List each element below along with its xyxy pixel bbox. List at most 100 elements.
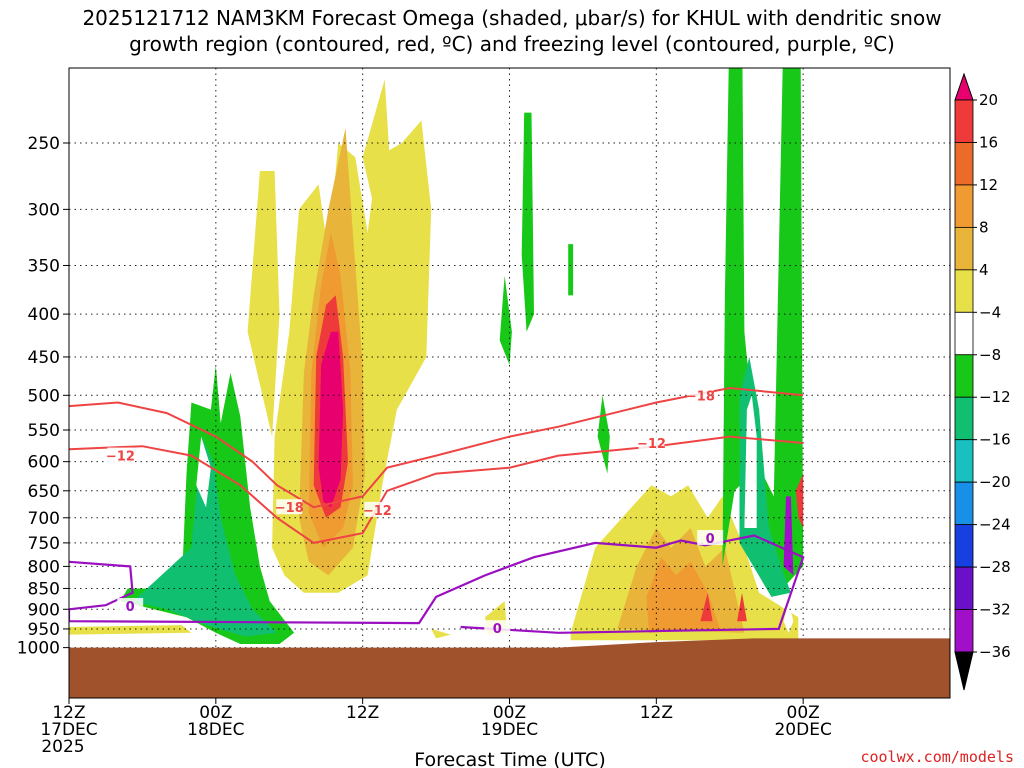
y-tick-label: 900 (28, 600, 60, 620)
colorbar-segment (954, 269, 974, 313)
y-tick-label: 450 (28, 348, 60, 368)
x-tick-label: 19DEC (481, 720, 538, 740)
colorbar-segment (954, 354, 974, 398)
omega-region-yellow (69, 625, 192, 635)
colorbar-tick-label: −20 (979, 473, 1011, 491)
omega-region-green (521, 112, 534, 332)
y-axis: 2503003504004505005506006507007508008509… (17, 134, 69, 659)
x-tick-label: 2025 (41, 737, 84, 757)
colorbar-tick-label: −16 (979, 431, 1011, 449)
colorbar-segment (954, 311, 974, 356)
contour-label: −12 (637, 437, 666, 452)
colorbar-max-triangle (954, 72, 974, 101)
y-tick-label: 850 (28, 579, 60, 599)
colorbar-tick-label: 4 (979, 261, 989, 279)
y-tick-label: 700 (28, 509, 60, 529)
colorbar-segment (954, 566, 974, 610)
omega-region-magenta (318, 331, 344, 508)
omega-region-red (795, 473, 804, 528)
y-tick-label: 800 (28, 557, 60, 577)
colorbar-segment (954, 142, 974, 186)
x-tick-label: 12Z (640, 703, 673, 723)
omega-region-yellow (431, 628, 451, 639)
x-tick-label: 00Z (493, 703, 526, 723)
contour-label-bg (364, 501, 391, 517)
colorbar-segment (954, 226, 974, 271)
contour-label: −12 (106, 450, 135, 465)
omega-region-green (499, 275, 512, 365)
contour-label-bg (638, 434, 665, 450)
y-tick-label: 500 (28, 386, 60, 406)
y-tick-label: 550 (28, 421, 60, 441)
colorbar-segment (954, 396, 974, 441)
contour-label-bg (107, 447, 134, 463)
x-tick-label: 20DEC (774, 720, 831, 740)
contour-label: −12 (363, 504, 392, 519)
colorbar-tick-label: −4 (979, 303, 1001, 321)
colorbar-segment (954, 439, 974, 483)
colorbar: 20 16 12 8 4 −4 −8 −12 −16 −20 −24 −28 −32 −36 (954, 72, 1011, 691)
y-tick-label: 250 (28, 134, 60, 154)
y-tick-label: 950 (28, 620, 60, 640)
x-tick-label: 12Z (52, 703, 85, 723)
contour-label-bg (484, 620, 511, 636)
colorbar-tick-label: −32 (979, 601, 1011, 619)
colorbar-tick-label: −24 (979, 516, 1011, 534)
colorbar-tick-label: −12 (979, 388, 1011, 406)
colorbar-tick-label: −36 (979, 643, 1011, 661)
colorbar-segment (954, 609, 974, 653)
contour-label: −18 (275, 501, 304, 516)
y-tick-label: 400 (28, 305, 60, 325)
omega-region-green (568, 244, 574, 296)
colorbar-tick-label: −8 (979, 346, 1001, 364)
chart-title-line1: 2025121712 NAM3KM Forecast Omega (shaded… (82, 6, 941, 30)
x-tick-label: 18DEC (187, 720, 244, 740)
colorbar-segment (954, 184, 974, 228)
contour-label-bg (697, 530, 724, 546)
contour-label: 0 (493, 622, 502, 637)
omega-region-teal (132, 436, 277, 637)
y-tick-label: 350 (28, 256, 60, 276)
y-tick-label: 650 (28, 482, 60, 502)
omega-region-yellow (362, 79, 390, 233)
y-tick-label: 1000 (17, 639, 60, 659)
dgz-contour-line (69, 386, 804, 509)
y-tick-label: 600 (28, 453, 60, 473)
colorbar-tick-label: 12 (979, 176, 998, 194)
omega-region-purple (783, 496, 794, 576)
contour-label-bg (687, 387, 714, 403)
colorbar-segment (954, 99, 974, 143)
colorbar-min-triangle (954, 651, 974, 691)
freezing-level-contour-line (69, 534, 805, 634)
contour-label: −18 (686, 389, 715, 404)
colorbar-segment (954, 524, 974, 568)
colorbar-tick-label: −28 (979, 558, 1011, 576)
terrain-surface (69, 638, 950, 698)
chart-title-line2: growth region (contoured, red, ºC) and f… (129, 32, 895, 56)
omega-region-navy (746, 436, 755, 513)
omega-region-violet (783, 601, 794, 633)
x-tick-label: 17DEC (40, 720, 97, 740)
x-tick-label: 12Z (346, 703, 379, 723)
omega-region-yellow (247, 171, 280, 437)
contour-layer: −12 −18 −12 −12 −18 0 0 0 (69, 386, 805, 637)
x-tick-label: 00Z (787, 703, 820, 723)
x-tick-label: 00Z (199, 703, 232, 723)
colorbar-segment (954, 481, 974, 526)
contour-label: 0 (126, 600, 135, 615)
contour-label-bg (276, 499, 303, 515)
x-axis-label: Forecast Time (UTC) (414, 749, 605, 768)
contour-label: 0 (706, 532, 715, 547)
credit-text: coolwx.com/models (860, 748, 1014, 766)
y-tick-label: 750 (28, 534, 60, 554)
omega-region-orange (646, 557, 720, 633)
y-tick-label: 300 (28, 200, 60, 220)
colorbar-tick-label: 16 (979, 133, 998, 151)
colorbar-tick-label: 8 (979, 218, 989, 236)
omega-shaded-field (69, 68, 804, 644)
omega-region-blue (196, 436, 211, 508)
contour-label-bg (117, 598, 144, 614)
omega-region-green (597, 395, 610, 474)
